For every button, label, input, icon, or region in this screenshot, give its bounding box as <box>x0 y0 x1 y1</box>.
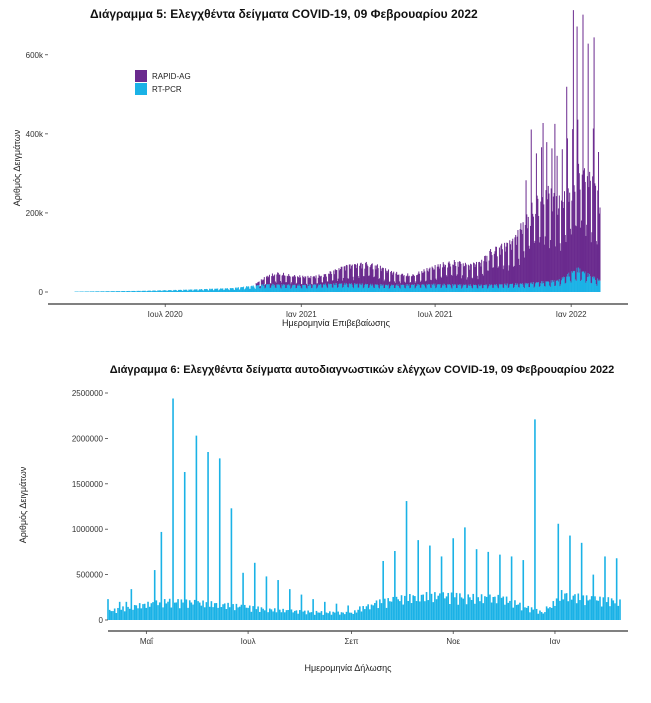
y-tick-label: 0 <box>99 616 104 625</box>
chart-6-x-label: Ημερομηνία Δήλωσης <box>304 663 392 673</box>
y-tick-label: 500000 <box>76 571 103 580</box>
x-tick-label: Ιαν 2021 <box>286 310 317 319</box>
chart-5-title: Διάγραμμα 5: Ελεγχθέντα δείγματα COVID-1… <box>90 7 478 21</box>
y-tick-label: 400k <box>26 130 44 139</box>
y-tick-label: 2000000 <box>72 434 104 443</box>
chart-5-x-label: Ημερομηνία Επιβεβαίωσης <box>282 318 391 328</box>
legend-label-rapid-ag: RAPID-AG <box>152 72 191 81</box>
chart-6-y-label: Αριθμός Δειγμάτων <box>18 466 28 543</box>
x-tick-label: Μαΐ <box>140 637 154 646</box>
chart-6-title: Διάγραμμα 6: Ελεγχθέντα δείγματα αυτοδια… <box>110 364 615 376</box>
chart-5-y-axis: 0 200k 400k 600k <box>26 51 48 297</box>
chart-6-y-axis: 0 500000 1000000 1500000 2000000 2500000 <box>72 389 108 625</box>
x-tick-label: Ιουλ 2020 <box>148 310 184 319</box>
y-tick-label: 2500000 <box>72 389 104 398</box>
y-tick-label: 1500000 <box>72 480 104 489</box>
legend-label-rt-pcr: RT-PCR <box>152 85 182 94</box>
chart-6: Διάγραμμα 6: Ελεγχθέντα δείγματα αυτοδια… <box>18 364 628 673</box>
chart-5-y-label: Αριθμός Δειγμάτων <box>12 129 22 206</box>
chart-5: Διάγραμμα 5: Ελεγχθέντα δείγματα COVID-1… <box>12 7 628 328</box>
legend-swatch-rapid-ag <box>135 70 147 82</box>
chart-5-legend: RAPID-AG RT-PCR <box>135 70 191 95</box>
chart-5-x-axis: Ιουλ 2020 Ιαν 2021 Ιουλ 2021 Ιαν 2022 <box>48 303 628 319</box>
x-tick-label: Σεπ <box>344 637 359 646</box>
chart-5-plot <box>74 10 601 292</box>
y-tick-label: 1000000 <box>72 525 104 534</box>
chart-6-x-axis: Μαΐ Ιουλ Σεπ Νοε Ιαν <box>108 630 628 646</box>
legend-swatch-rt-pcr <box>135 83 147 95</box>
chart-6-plot <box>107 398 621 620</box>
x-tick-label: Νοε <box>446 637 460 646</box>
y-tick-label: 600k <box>26 51 44 60</box>
y-tick-label: 0 <box>39 288 44 297</box>
x-tick-label: Ιαν 2022 <box>556 310 587 319</box>
x-tick-label: Ιαν <box>550 637 561 646</box>
x-tick-label: Ιουλ 2021 <box>418 310 454 319</box>
y-tick-label: 200k <box>26 209 44 218</box>
x-tick-label: Ιουλ <box>241 637 256 646</box>
